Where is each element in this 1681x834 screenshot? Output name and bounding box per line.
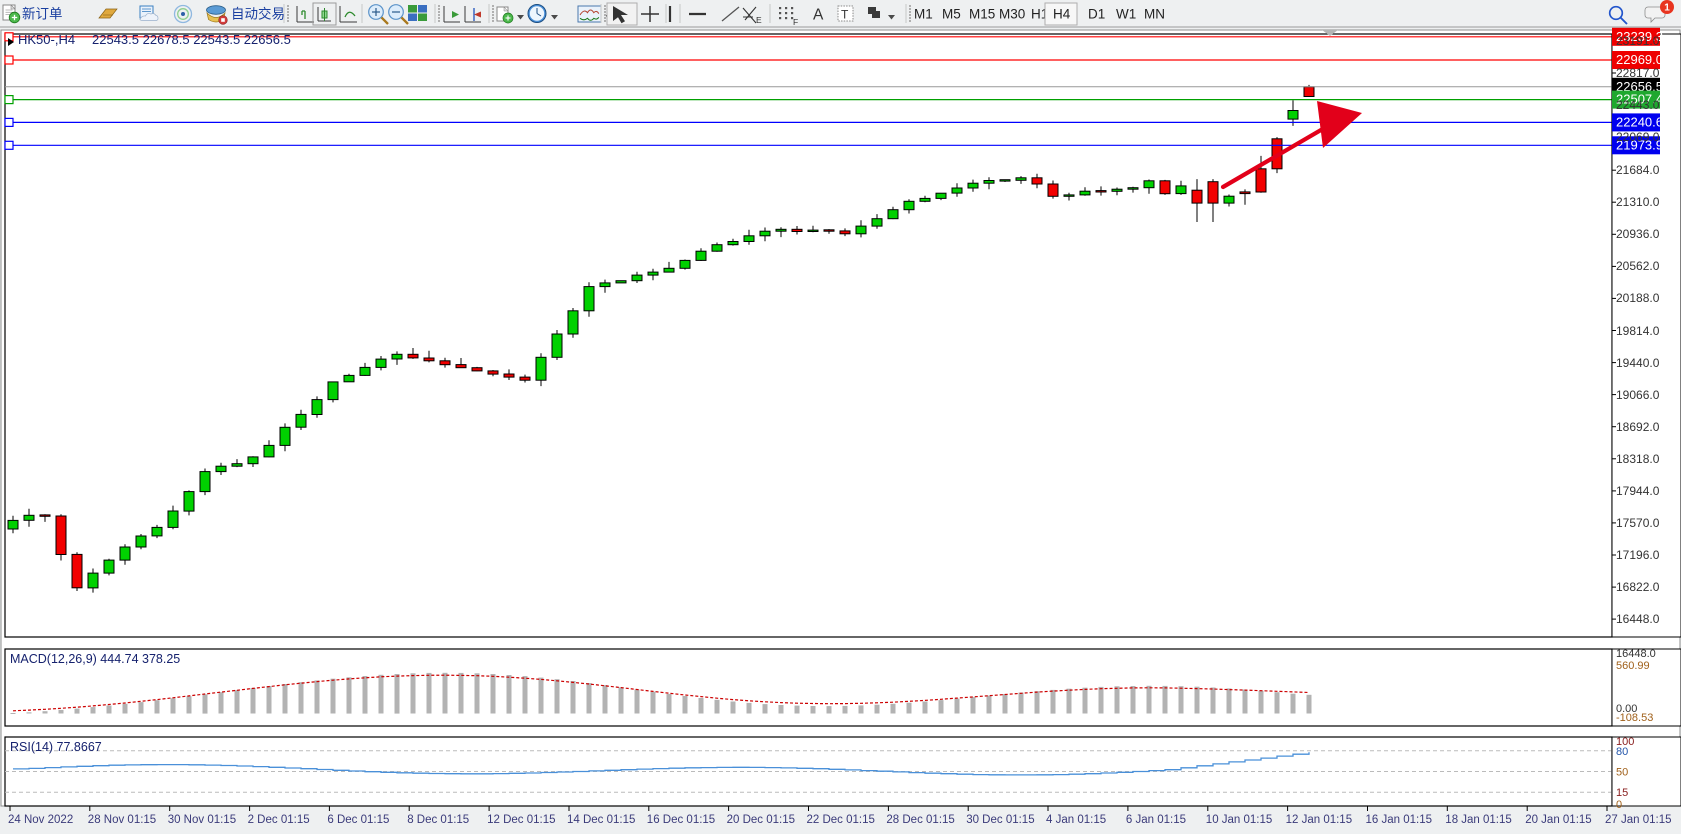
svg-text:1: 1 bbox=[1664, 2, 1670, 13]
svg-text:D1: D1 bbox=[1088, 7, 1105, 22]
svg-text:50: 50 bbox=[1616, 767, 1628, 779]
svg-text:22543.5 22678.5 22543.5 22656.: 22543.5 22678.5 22543.5 22656.5 bbox=[92, 32, 291, 47]
svg-text:新订单: 新订单 bbox=[22, 7, 63, 22]
svg-text:0: 0 bbox=[1616, 799, 1622, 811]
svg-text:E: E bbox=[756, 15, 762, 25]
svg-text:H4: H4 bbox=[1053, 7, 1071, 22]
svg-text:HK50-,H4: HK50-,H4 bbox=[18, 32, 75, 47]
svg-text:M15: M15 bbox=[969, 7, 995, 22]
svg-text:22969.0: 22969.0 bbox=[1616, 52, 1663, 67]
svg-text:16448.0: 16448.0 bbox=[1616, 648, 1656, 660]
svg-text:80: 80 bbox=[1616, 746, 1628, 758]
svg-text:15: 15 bbox=[1616, 787, 1628, 799]
svg-text:A: A bbox=[813, 7, 824, 24]
svg-text:M5: M5 bbox=[942, 7, 961, 22]
svg-text:M30: M30 bbox=[999, 7, 1025, 22]
svg-text:560.99: 560.99 bbox=[1616, 660, 1650, 672]
svg-text:W1: W1 bbox=[1116, 7, 1136, 22]
svg-text:-108.53: -108.53 bbox=[1616, 712, 1653, 724]
svg-text:T: T bbox=[841, 8, 849, 22]
svg-text:22240.6: 22240.6 bbox=[1616, 114, 1663, 129]
svg-text:MACD(12,26,9) 444.74 378.25: MACD(12,26,9) 444.74 378.25 bbox=[10, 652, 180, 666]
svg-text:MN: MN bbox=[1144, 7, 1165, 22]
svg-text:自动交易: 自动交易 bbox=[231, 6, 285, 22]
svg-text:M1: M1 bbox=[914, 7, 933, 22]
svg-text:F: F bbox=[793, 17, 798, 27]
svg-text:RSI(14) 77.8667: RSI(14) 77.8667 bbox=[10, 740, 102, 754]
